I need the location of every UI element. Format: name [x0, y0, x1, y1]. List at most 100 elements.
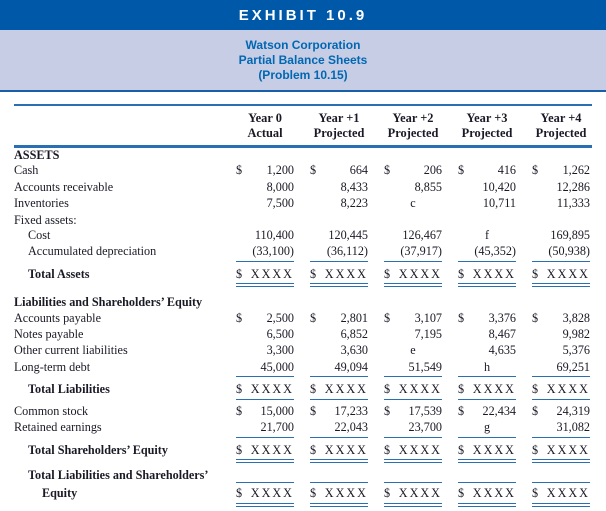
dollar-sign: $	[236, 403, 243, 418]
value-cell: 4,635	[458, 343, 516, 359]
value-cell: $206	[384, 163, 442, 179]
amount: 49,094	[334, 359, 368, 374]
amount: 45,000	[260, 359, 294, 374]
row-label: Total Liabilities and Shareholders’	[28, 467, 209, 482]
amount: 206	[423, 163, 442, 178]
value-cell: $ XXXX	[532, 443, 590, 463]
amount: 3,376	[488, 310, 516, 325]
amount: 23,700	[408, 420, 442, 435]
row-fixed-assets: Fixed assets:	[14, 213, 592, 228]
amount: 10,711	[482, 196, 516, 211]
dollar-sign: $	[458, 382, 465, 397]
value-cell: 8,855	[384, 180, 442, 196]
total-placeholder: XXXX	[250, 486, 294, 501]
value-cell	[532, 468, 590, 484]
amount: 10,420	[482, 179, 516, 194]
amount: 1,200	[266, 163, 294, 178]
amount: 169,895	[550, 228, 590, 243]
dollar-sign: $	[458, 403, 465, 418]
amount: 126,467	[402, 228, 442, 243]
column-header-year3: Year +3 Projected	[458, 111, 516, 141]
column-header-year2: Year +2 Projected	[384, 111, 442, 141]
total-placeholder: XXXX	[250, 442, 294, 457]
value-cell: 6,500	[236, 327, 294, 343]
dollar-sign: $	[310, 486, 317, 501]
amount: 9,982	[562, 327, 590, 342]
column-header-line2: Projected	[313, 126, 365, 140]
company-name: Watson Corporation	[245, 37, 361, 52]
row-retained-earnings: Retained earnings 21,700 22,043 23,700 g 31,0…	[14, 420, 592, 438]
value-cell: 23,700	[384, 420, 442, 438]
row-accounts-receivable: Accounts receivable 8,000 8,433 8,855 10,420…	[14, 180, 592, 196]
column-header-line2: Projected	[461, 126, 513, 140]
amount: (45,352)	[474, 244, 516, 259]
column-header-line1: Year +1	[318, 111, 360, 125]
value-cell: 8,433	[310, 180, 368, 196]
value-cell: (36,112)	[310, 244, 368, 262]
column-header-line1: Year 0	[248, 111, 282, 125]
value-cell	[384, 468, 442, 484]
value-cell: $ XXXX	[236, 267, 294, 288]
value-cell: (37,917)	[384, 244, 442, 262]
total-placeholder: XXXX	[472, 486, 516, 501]
value-cell: $3,376	[458, 311, 516, 327]
value-cell: (33,100)	[236, 244, 294, 262]
total-placeholder: XXXX	[324, 486, 368, 501]
missing-value-letter: e	[410, 343, 416, 358]
total-placeholder: XXXX	[398, 442, 442, 457]
row-notes-payable: Notes payable 6,500 6,852 7,195 8,467 9,982	[14, 327, 592, 343]
value-cell: 5,376	[532, 343, 590, 359]
value-cell: $17,233	[310, 404, 368, 420]
value-cell: $ XXXX	[310, 266, 368, 288]
dollar-sign: $	[532, 403, 539, 418]
total-placeholder: XXXX	[324, 442, 368, 457]
row-accounts-payable: Accounts payable $2,500 $2,801 $3,107 $3,376…	[14, 311, 592, 327]
value-cell: 51,549	[384, 360, 442, 378]
value-cell: $664	[310, 163, 368, 179]
value-cell: 10,420	[458, 180, 516, 196]
row-label: Total Assets	[28, 266, 90, 281]
column-header-line1: Year +3	[466, 111, 508, 125]
value-cell: 126,467	[384, 228, 442, 244]
value-cell: 49,094	[310, 359, 368, 378]
missing-value-letter: g	[483, 420, 491, 435]
amount: (33,100)	[252, 244, 294, 259]
row-label: Accumulated depreciation	[28, 244, 157, 259]
dollar-sign: $	[310, 403, 317, 418]
value-cell: $ XXXX	[384, 486, 442, 507]
amount: 3,300	[266, 343, 294, 358]
value-cell: $2,801	[310, 311, 368, 327]
value-cell: 11,333	[532, 196, 590, 212]
amount: 22,043	[334, 420, 368, 435]
row-common-stock: Common stock $15,000 $17,233 $17,539 $22,434…	[14, 404, 592, 420]
dollar-sign: $	[384, 163, 391, 178]
report-title: Partial Balance Sheets	[238, 52, 368, 67]
row-assets: ASSETS	[14, 148, 592, 163]
column-header-line2: Actual	[247, 126, 283, 140]
amount: 110,400	[254, 228, 294, 243]
amount: 7,195	[414, 327, 442, 342]
table-header-row: Year 0 Actual Year +1 Projected Year +2 …	[14, 111, 592, 141]
total-placeholder: XXXX	[546, 486, 590, 501]
value-cell: 3,300	[236, 343, 294, 359]
total-placeholder: XXXX	[546, 382, 590, 397]
value-cell: 31,082	[532, 420, 590, 438]
amount: (36,112)	[326, 244, 368, 259]
value-cell: 45,000	[236, 359, 294, 378]
missing-value-letter: f	[484, 228, 490, 243]
value-cell: 7,500	[236, 196, 294, 212]
value-cell: $ XXXX	[236, 486, 294, 507]
dollar-sign: $	[384, 382, 391, 397]
dollar-sign: $	[310, 442, 317, 457]
value-cell: 8,467	[458, 327, 516, 343]
value-cell	[310, 468, 368, 484]
table-rows: ASSETS Cash $1,200 $664 $206 $416 $1,262 Accoun…	[14, 148, 592, 507]
balance-sheet-table: Year 0 Actual Year +1 Projected Year +2 …	[14, 104, 592, 507]
dollar-sign: $	[310, 163, 317, 178]
value-cell: $22,434	[458, 404, 516, 420]
row-long-term-debt: Long-term debt 45,000 49,094 51,549 h 69,251	[14, 359, 592, 378]
value-cell: $ XXXX	[384, 267, 442, 288]
row-liabilities-and-shareholders-equity: Liabilities and Shareholders’ Equity	[14, 295, 592, 310]
value-cell: 6,852	[310, 327, 368, 343]
total-placeholder: XXXX	[324, 266, 368, 281]
